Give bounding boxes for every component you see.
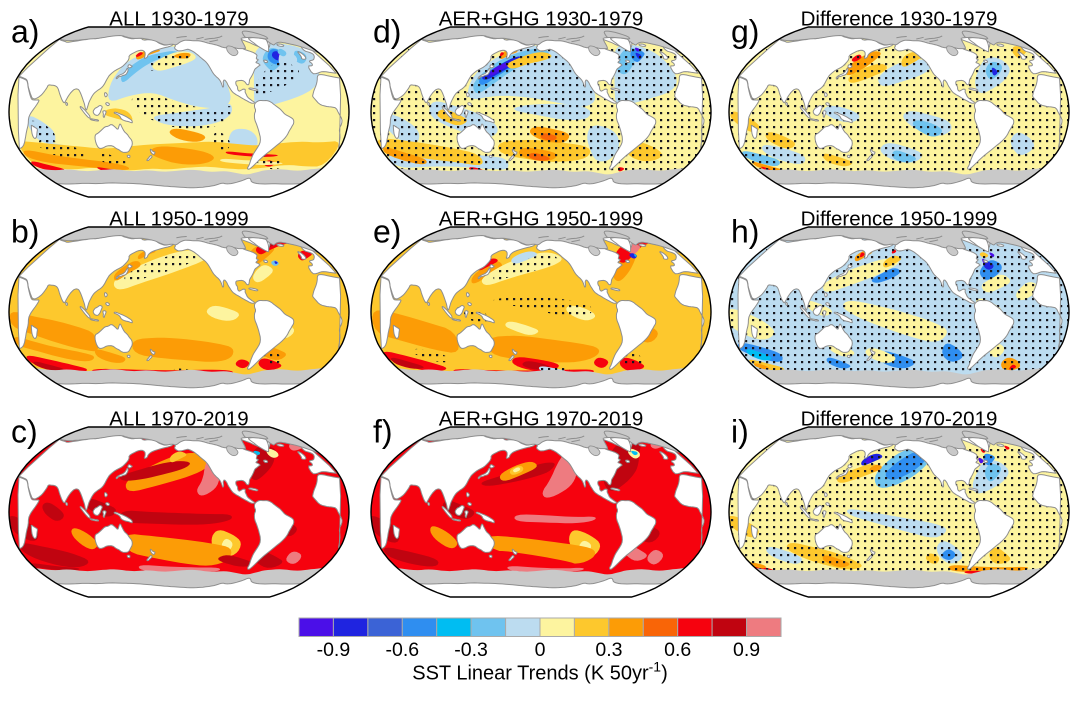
svg-text:e): e) — [373, 214, 401, 250]
svg-text:0.3: 0.3 — [595, 639, 622, 661]
svg-text:ALL 1950-1999: ALL 1950-1999 — [109, 208, 248, 231]
svg-text:f): f) — [373, 414, 393, 450]
svg-text:Difference 1950-1999: Difference 1950-1999 — [801, 208, 998, 231]
svg-text:d): d) — [373, 14, 401, 50]
svg-text:a): a) — [11, 14, 39, 50]
svg-text:-0.6: -0.6 — [385, 639, 419, 661]
svg-text:g): g) — [731, 14, 759, 50]
svg-text:ALL 1970-2019: ALL 1970-2019 — [109, 408, 248, 431]
svg-text:AER+GHG 1970-2019: AER+GHG 1970-2019 — [439, 408, 644, 431]
svg-text:Difference 1970-2019: Difference 1970-2019 — [801, 408, 998, 431]
svg-text:ALL 1930-1979: ALL 1930-1979 — [109, 8, 248, 31]
svg-text:b): b) — [11, 214, 39, 250]
svg-text:-0.3: -0.3 — [454, 639, 488, 661]
svg-text:0: 0 — [535, 639, 546, 661]
svg-text:0.6: 0.6 — [664, 639, 691, 661]
svg-text:AER+GHG 1950-1999: AER+GHG 1950-1999 — [439, 208, 644, 231]
svg-text:h): h) — [731, 214, 759, 250]
svg-text:Difference 1930-1979: Difference 1930-1979 — [801, 8, 998, 31]
svg-text:AER+GHG 1930-1979: AER+GHG 1930-1979 — [439, 8, 644, 31]
svg-text:i): i) — [731, 414, 749, 450]
svg-text:c): c) — [11, 414, 38, 450]
svg-text:0.9: 0.9 — [733, 639, 760, 661]
svg-text:SST Linear Trends (K 50yr-1): SST Linear Trends (K 50yr-1) — [412, 659, 668, 685]
svg-text:-0.9: -0.9 — [317, 639, 351, 661]
